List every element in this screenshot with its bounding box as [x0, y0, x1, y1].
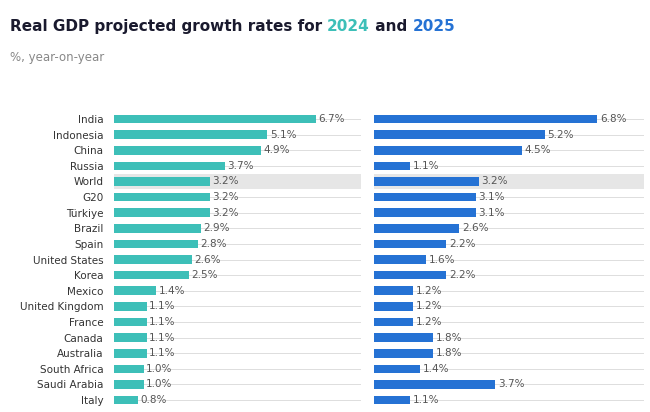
Text: %, year-on-year: %, year-on-year	[10, 52, 104, 65]
Bar	[374, 380, 495, 389]
Text: 2.9%: 2.9%	[203, 223, 230, 233]
Text: 6.7%: 6.7%	[318, 114, 344, 124]
Text: and: and	[370, 19, 412, 33]
Bar	[374, 318, 413, 326]
Bar	[114, 208, 210, 217]
Bar	[374, 302, 413, 311]
Bar	[374, 349, 433, 358]
Bar	[374, 271, 446, 279]
Text: 4.9%: 4.9%	[264, 145, 291, 155]
Text: 3.7%: 3.7%	[227, 161, 254, 171]
Text: Real GDP projected growth rates for: Real GDP projected growth rates for	[10, 19, 327, 33]
Bar	[114, 349, 147, 358]
Bar	[114, 271, 189, 279]
Text: 1.0%: 1.0%	[146, 379, 173, 389]
Text: 2.8%: 2.8%	[200, 239, 227, 249]
Text: 5.2%: 5.2%	[547, 130, 574, 140]
Text: 2024: 2024	[327, 19, 370, 33]
Bar	[374, 208, 476, 217]
Bar	[114, 115, 315, 123]
Text: 1.8%: 1.8%	[436, 332, 462, 343]
Bar	[374, 224, 460, 233]
Bar	[374, 255, 426, 264]
Bar	[114, 365, 144, 373]
Text: 0.8%: 0.8%	[140, 395, 166, 405]
Text: 2.2%: 2.2%	[448, 270, 475, 280]
Text: 3.1%: 3.1%	[478, 192, 505, 202]
Bar	[114, 286, 156, 295]
Text: 1.2%: 1.2%	[416, 302, 443, 311]
Bar	[114, 130, 267, 139]
Bar	[114, 162, 225, 170]
Text: 1.8%: 1.8%	[436, 348, 462, 358]
Bar	[374, 115, 597, 123]
Bar	[114, 380, 144, 389]
Text: 1.1%: 1.1%	[413, 161, 439, 171]
Text: 2.6%: 2.6%	[462, 223, 488, 233]
Bar	[374, 130, 545, 139]
Bar	[374, 396, 410, 404]
Text: 3.2%: 3.2%	[213, 208, 239, 218]
Bar	[114, 146, 261, 154]
Text: 1.2%: 1.2%	[416, 317, 443, 327]
Bar	[374, 146, 522, 154]
Text: 3.7%: 3.7%	[498, 379, 525, 389]
Bar	[374, 286, 413, 295]
Bar	[374, 365, 420, 373]
Text: 1.1%: 1.1%	[150, 302, 176, 311]
Text: 1.1%: 1.1%	[150, 332, 176, 343]
Bar	[114, 318, 147, 326]
Text: 3.2%: 3.2%	[482, 176, 508, 187]
Text: 3.2%: 3.2%	[213, 176, 239, 187]
Text: 1.1%: 1.1%	[150, 348, 176, 358]
Bar	[114, 193, 210, 201]
Text: 3.2%: 3.2%	[213, 192, 239, 202]
Text: 2.2%: 2.2%	[448, 239, 475, 249]
Bar	[374, 193, 476, 201]
Bar	[114, 302, 147, 311]
Text: 1.4%: 1.4%	[422, 364, 449, 374]
Text: 2.6%: 2.6%	[194, 255, 221, 265]
Bar	[374, 174, 644, 189]
Text: 5.1%: 5.1%	[270, 130, 296, 140]
Text: 2.5%: 2.5%	[192, 270, 218, 280]
Bar	[114, 177, 210, 186]
Text: 1.4%: 1.4%	[159, 286, 185, 296]
Bar	[114, 396, 138, 404]
Text: 6.8%: 6.8%	[600, 114, 627, 124]
Bar	[114, 174, 361, 189]
Bar	[374, 333, 433, 342]
Bar	[114, 224, 201, 233]
Bar	[114, 255, 192, 264]
Bar	[114, 333, 147, 342]
Text: 3.1%: 3.1%	[478, 208, 505, 218]
Bar	[374, 162, 410, 170]
Text: 1.2%: 1.2%	[416, 286, 443, 296]
Text: 2025: 2025	[412, 19, 455, 33]
Text: 1.1%: 1.1%	[150, 317, 176, 327]
Text: 1.1%: 1.1%	[413, 395, 439, 405]
Bar	[114, 240, 198, 248]
Bar	[374, 177, 479, 186]
Text: 4.5%: 4.5%	[525, 145, 551, 155]
Text: 1.0%: 1.0%	[146, 364, 173, 374]
Bar	[374, 240, 446, 248]
Text: 1.6%: 1.6%	[429, 255, 456, 265]
